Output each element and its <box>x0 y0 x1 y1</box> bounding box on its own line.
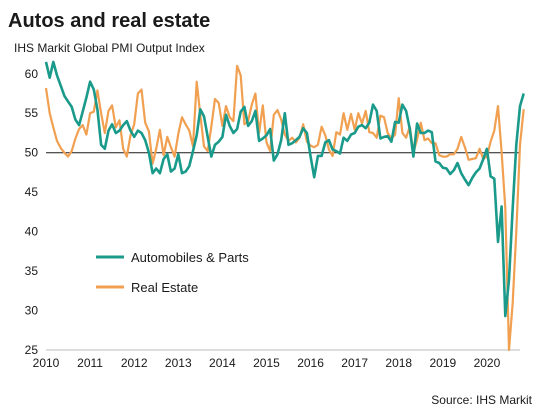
legend-label-real-estate: Real Estate <box>131 280 198 295</box>
y-tick-label: 35 <box>25 264 39 278</box>
x-tick-label: 2012 <box>121 356 148 370</box>
legend-label-automobiles: Automobiles & Parts <box>131 250 249 265</box>
x-tick-label: 2020 <box>474 356 501 370</box>
source-note: Source: IHS Markit <box>431 393 532 407</box>
x-axis: 2010 2011 2012 2013 2014 2015 2016 2017 2018 2019… <box>33 356 501 370</box>
series-line-automobiles <box>44 60 525 318</box>
series-line-real-estate <box>44 64 525 352</box>
chart-title: Autos and real estate <box>8 10 210 32</box>
y-tick-label: 50 <box>25 146 39 160</box>
y-tick-label: 40 <box>25 225 39 239</box>
x-tick-label: 2019 <box>429 356 456 370</box>
y-tick-label: 25 <box>25 343 39 357</box>
chart-subtitle: IHS Markit Global PMI Output Index <box>14 41 205 55</box>
legend: Automobiles & Parts Real Estate <box>96 250 249 295</box>
x-tick-label: 2010 <box>33 356 60 370</box>
y-tick-label: 45 <box>25 185 39 199</box>
x-tick-label: 2016 <box>297 356 324 370</box>
y-axis: 25 30 35 40 45 50 55 60 <box>25 67 39 357</box>
x-tick-label: 2011 <box>77 356 103 370</box>
x-tick-label: 2014 <box>209 356 236 370</box>
x-tick-label: 2015 <box>253 356 280 370</box>
x-tick-label: 2017 <box>341 356 368 370</box>
x-tick-label: 2013 <box>165 356 192 370</box>
x-tick-label: 2018 <box>385 356 412 370</box>
y-tick-label: 55 <box>25 106 39 120</box>
series-layer <box>44 60 525 352</box>
y-tick-label: 30 <box>25 304 39 318</box>
y-tick-label: 60 <box>25 67 39 81</box>
